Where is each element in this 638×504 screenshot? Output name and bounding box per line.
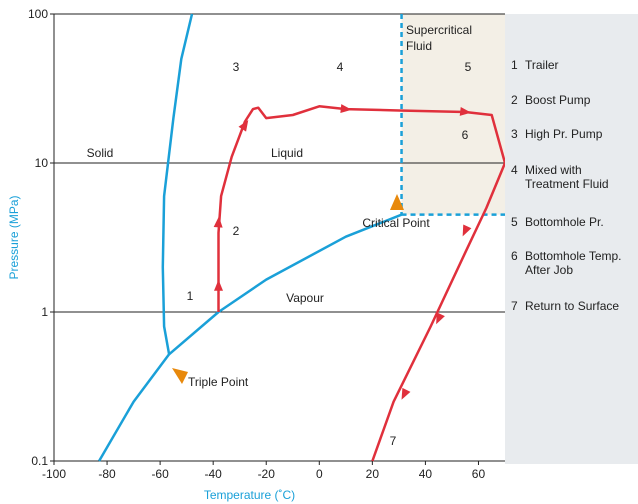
- vaporization-curve: [168, 213, 402, 356]
- legend-item-7: 7 Return to Surface: [511, 299, 637, 313]
- legend-item-number: 7: [511, 299, 518, 313]
- y-tick-label: 1: [41, 305, 48, 319]
- supercritical-label-line2: Fluid: [406, 39, 432, 53]
- legend-item-6: 6 Bottomhole Temp. After Job: [511, 249, 637, 277]
- x-tick-label: -60: [151, 467, 169, 481]
- legend-item-1: 1 Trailer: [511, 58, 637, 72]
- melting-curve: [161, 13, 194, 355]
- legend-item-text: Mixed with Treatment Fluid: [525, 163, 609, 191]
- legend-item-text: High Pr. Pump: [525, 127, 603, 141]
- path-arrow: [213, 216, 223, 228]
- x-tick-label: -40: [205, 467, 223, 481]
- legend-item-text: Bottomhole Temp. After Job: [525, 249, 622, 277]
- y-tick-label: 10: [35, 156, 49, 170]
- region-label-vapour: Vapour: [286, 291, 324, 305]
- point-label-7: 7: [390, 434, 397, 448]
- legend-item-number: 1: [511, 58, 518, 72]
- critical-point-label: Critical Point: [362, 216, 430, 230]
- path-arrow: [340, 104, 352, 114]
- legend-item-number: 2: [511, 93, 518, 107]
- legend-item-text: Trailer: [525, 58, 559, 72]
- y-axis-title: Pressure (MPa): [7, 195, 21, 279]
- region-label-liquid: Liquid: [271, 146, 303, 160]
- path-arrow: [436, 312, 445, 325]
- legend-item-text: Bottomhole Pr.: [525, 215, 604, 229]
- path-arrow: [214, 279, 223, 291]
- legend-item-text: Boost Pump: [525, 93, 591, 107]
- legend-item-3: 3 High Pr. Pump: [511, 127, 637, 141]
- legend-item-2: 2 Boost Pump: [511, 93, 637, 107]
- critical-point-marker: [390, 194, 404, 210]
- path-arrow: [462, 224, 472, 237]
- legend-item-number: 4: [511, 163, 518, 177]
- x-tick-label: -100: [42, 467, 66, 481]
- x-tick-label: 0: [316, 467, 323, 481]
- x-tick-label: 40: [419, 467, 433, 481]
- sublimation-curve: [98, 353, 171, 462]
- triple-point-label: Triple Point: [188, 375, 249, 389]
- legend-item-number: 6: [511, 249, 518, 263]
- point-label-5: 5: [465, 60, 472, 74]
- path-arrow: [401, 387, 411, 400]
- x-tick-label: -20: [258, 467, 276, 481]
- point-label-6: 6: [462, 128, 469, 142]
- y-tick-label: 100: [28, 7, 48, 21]
- legend-item-5: 5 Bottomhole Pr.: [511, 215, 637, 229]
- point-label-2: 2: [233, 224, 240, 238]
- legend-item-4: 4 Mixed with Treatment Fluid: [511, 163, 637, 191]
- legend-item-number: 3: [511, 127, 518, 141]
- point-label-1: 1: [187, 289, 194, 303]
- x-tick-label: 20: [366, 467, 380, 481]
- path-arrow: [238, 119, 249, 132]
- process-path-line: [217, 105, 507, 462]
- path-arrow: [459, 106, 472, 116]
- x-axis-title: Temperature (˚C): [204, 488, 295, 502]
- region-label-solid: Solid: [87, 146, 114, 160]
- legend-panel: 1 Trailer 2 Boost Pump 3 High Pr. Pump 4 Mixed …: [505, 14, 638, 464]
- point-label-4: 4: [337, 60, 344, 74]
- y-tick-label: 0.1: [31, 454, 48, 468]
- x-tick-label: 60: [472, 467, 486, 481]
- legend-item-text: Return to Surface: [525, 299, 620, 313]
- x-tick-label: -80: [98, 467, 116, 481]
- supercritical-label-line1: Supercritical: [406, 23, 472, 37]
- triple-point-marker: [172, 368, 188, 384]
- point-label-3: 3: [233, 60, 240, 74]
- legend-item-number: 5: [511, 215, 518, 229]
